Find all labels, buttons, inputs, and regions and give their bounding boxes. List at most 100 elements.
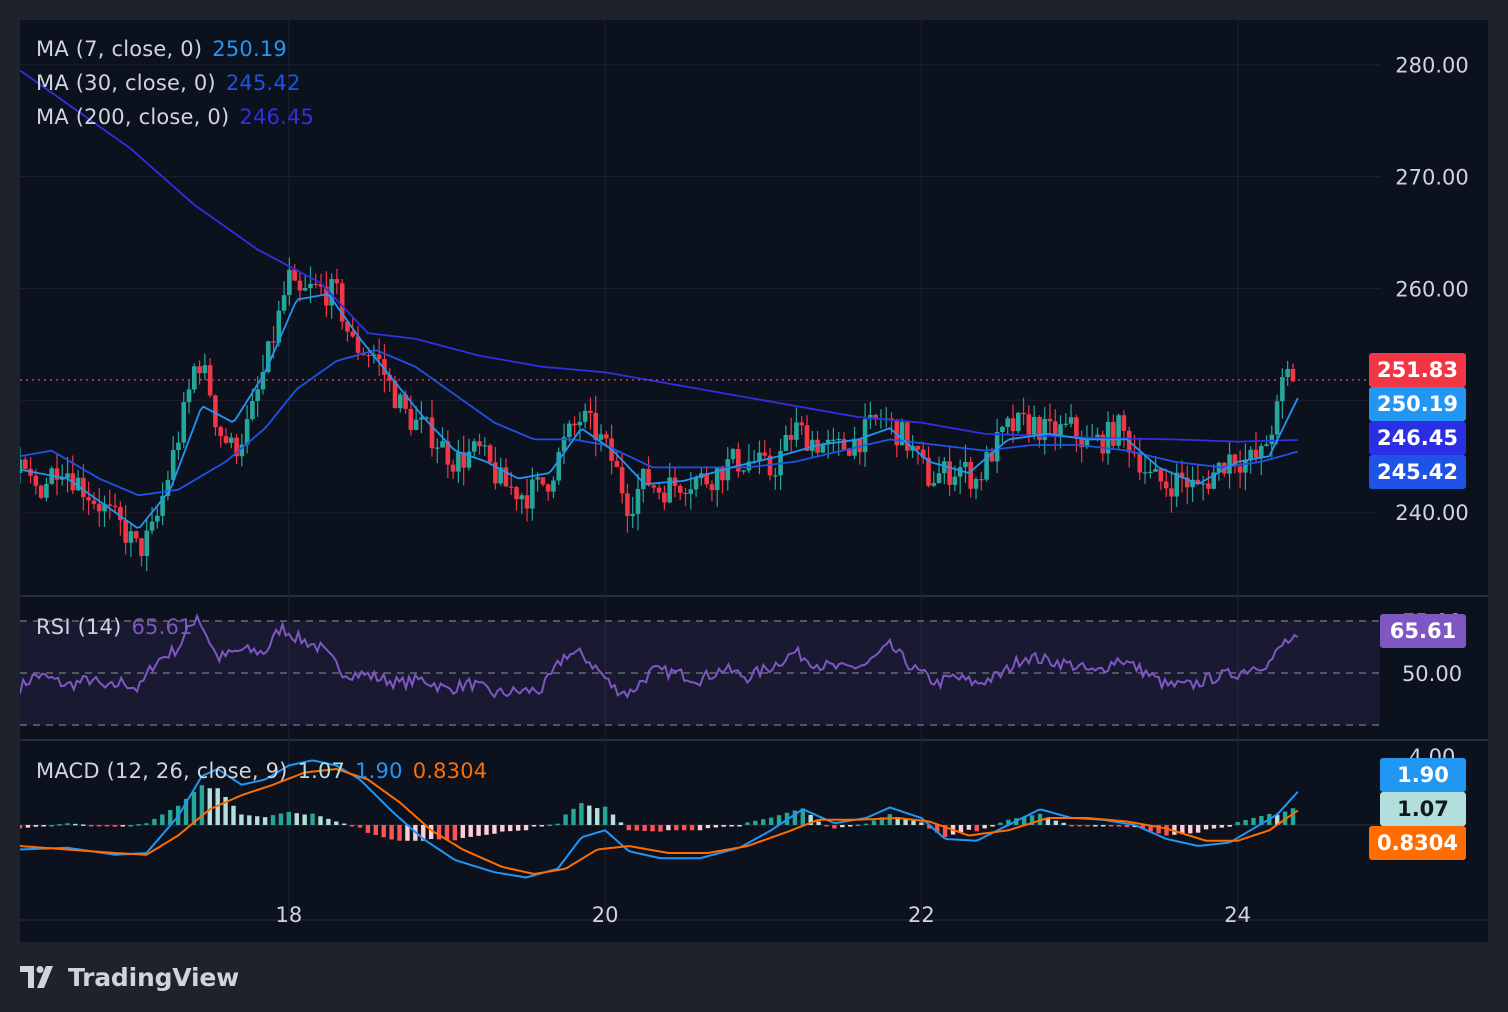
chart-canvas[interactable]: 280.00270.00260.00240.0075.0050.004.0018… <box>20 20 1488 942</box>
macd-histogram-bar <box>697 825 703 831</box>
rsi-line <box>20 613 1299 700</box>
macd-histogram-bar <box>587 805 592 825</box>
candle-body <box>651 485 657 488</box>
macd-histogram-bar <box>318 816 323 825</box>
legend-ma7: MA (7, close, 0) 250.19 <box>36 37 287 61</box>
macd-histogram-bar <box>1006 819 1011 825</box>
macd-histogram-bar <box>460 825 465 838</box>
candle-body <box>572 423 577 426</box>
candle-body <box>926 457 931 486</box>
candle-body <box>809 439 815 451</box>
candle-body <box>947 461 952 485</box>
legend-rsi: RSI (14) 65.61 <box>36 615 193 639</box>
candle-body <box>846 449 852 456</box>
macd-histogram-bar <box>911 820 916 825</box>
macd-histogram-bar <box>571 808 576 825</box>
macd-histogram-bar <box>626 825 632 831</box>
candle-body <box>794 422 799 440</box>
candle-body <box>1221 462 1227 474</box>
candle-body <box>461 452 466 468</box>
macd-histogram-bar <box>816 821 821 825</box>
candle-body <box>498 467 503 484</box>
chart-frame[interactable]: 280.00270.00260.00240.0075.0050.004.0018… <box>20 20 1488 942</box>
candle-body <box>730 448 736 460</box>
candle-body <box>894 419 900 446</box>
macd-histogram-bar <box>270 815 276 825</box>
macd-histogram-bar <box>278 813 284 825</box>
candle-body <box>281 295 287 311</box>
candle-body <box>313 283 319 286</box>
candle-body <box>984 452 989 480</box>
macd-histogram-bar <box>919 822 924 825</box>
candle-body <box>1169 488 1174 497</box>
candle-body <box>862 419 868 453</box>
macd-histogram-bar <box>1156 825 1161 834</box>
macd-histogram-bar <box>832 825 837 829</box>
macd-histogram-bar <box>128 825 133 827</box>
candle-body <box>1026 414 1032 435</box>
candle-body <box>419 417 424 420</box>
candle-body <box>397 394 403 409</box>
macd-histogram-bar <box>349 825 355 827</box>
candle-body <box>429 417 435 449</box>
candle-body <box>133 531 139 539</box>
ma200-badge: 246.45 <box>1368 421 1466 455</box>
candle-body <box>1005 418 1011 427</box>
candle-body <box>424 417 430 419</box>
candle-body <box>957 467 963 477</box>
candle-body <box>820 444 826 453</box>
macd-histogram-bar <box>689 825 695 831</box>
candle-body <box>920 449 926 458</box>
macd-histogram-bar <box>255 816 260 825</box>
macd-histogram-bar <box>1251 818 1256 825</box>
candle-body <box>75 477 81 491</box>
macd-histogram-bar <box>310 813 315 825</box>
macd-histogram-bar <box>1077 825 1082 827</box>
macd-histogram-bar <box>389 825 394 840</box>
candle-body <box>197 366 202 374</box>
candle-body <box>545 484 551 492</box>
macd-histogram-bar <box>808 814 813 825</box>
macd-histogram-bar <box>555 823 560 826</box>
candle-body <box>873 414 878 420</box>
macd-histogram-bar <box>136 824 141 826</box>
macd-histogram-bar <box>1180 825 1185 835</box>
candle-body <box>757 452 762 462</box>
macd-histogram-bar <box>207 788 212 825</box>
macd-histogram-bar <box>508 825 513 832</box>
macd-histogram-bar <box>1164 825 1169 836</box>
candle-body <box>1074 417 1079 437</box>
macd-histogram-bar <box>120 825 125 827</box>
candle-body <box>170 450 176 480</box>
candle-body <box>1015 412 1021 432</box>
candle-body <box>471 441 477 452</box>
macd-histogram-bar <box>998 822 1003 825</box>
candle-body <box>614 460 620 468</box>
candle-body <box>181 402 187 443</box>
macd-histogram-bar <box>1029 815 1035 825</box>
candle-body <box>905 422 910 451</box>
macd-histogram-bar <box>183 798 189 825</box>
macd-histogram-bar <box>397 825 402 841</box>
candle-body <box>218 427 224 437</box>
price-badge: 251.83 <box>1368 353 1466 387</box>
candle-body <box>149 521 155 531</box>
candle-body <box>1063 423 1069 425</box>
macd-histogram-bar <box>1290 808 1296 825</box>
candle-body <box>1068 417 1074 424</box>
macd-histogram-bar <box>563 814 568 825</box>
candle-body <box>720 467 725 481</box>
tradingview-logo[interactable]: TradingView <box>20 960 239 994</box>
candle-body <box>783 434 789 452</box>
candle-body <box>1042 418 1047 440</box>
candle-body <box>1142 472 1148 474</box>
macd-histogram-bar <box>642 825 647 831</box>
macd-histogram-bar <box>20 825 23 829</box>
macd-histogram-bar <box>579 803 584 825</box>
legend-macd-label: MACD (12, 26, close, 9) <box>36 759 288 783</box>
macd-histogram-bar <box>863 823 869 826</box>
macd-histogram-bar <box>1243 820 1248 825</box>
macd-histogram-bar <box>840 825 845 828</box>
candle-body <box>1163 481 1169 489</box>
candle-body <box>503 467 509 487</box>
